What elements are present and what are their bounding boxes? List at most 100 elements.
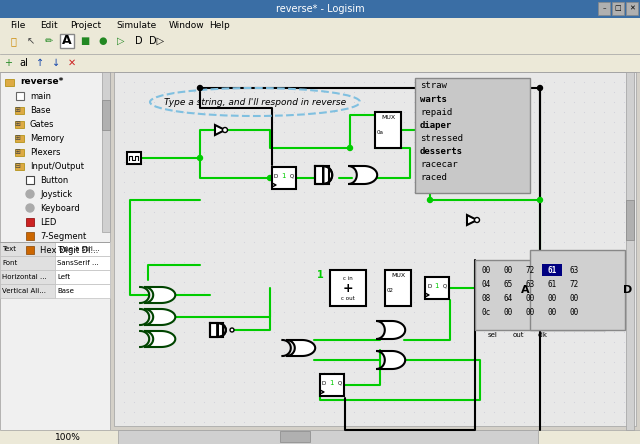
Point bbox=[559, 148, 569, 155]
Point bbox=[299, 168, 309, 175]
Point bbox=[259, 258, 269, 266]
Point bbox=[169, 159, 179, 166]
Point bbox=[589, 79, 599, 86]
Point bbox=[629, 188, 639, 195]
Point bbox=[459, 278, 469, 285]
Point bbox=[249, 369, 259, 376]
Bar bbox=[0, 242, 55, 256]
Point bbox=[379, 338, 389, 345]
Point bbox=[619, 358, 629, 365]
Point bbox=[499, 119, 509, 126]
Point bbox=[489, 289, 499, 296]
Point bbox=[319, 398, 329, 405]
Text: 00: 00 bbox=[504, 308, 513, 317]
Text: 00: 00 bbox=[481, 266, 491, 274]
Point bbox=[519, 369, 529, 376]
Point bbox=[349, 418, 359, 425]
Point bbox=[359, 369, 369, 376]
Text: 00: 00 bbox=[504, 266, 513, 274]
Point bbox=[339, 388, 349, 396]
Point bbox=[259, 269, 269, 276]
Point bbox=[189, 108, 199, 115]
Point bbox=[549, 298, 559, 305]
Point bbox=[399, 358, 409, 365]
Point bbox=[629, 278, 639, 285]
Point bbox=[409, 208, 419, 215]
Point bbox=[169, 309, 179, 316]
Point bbox=[379, 369, 389, 376]
Point bbox=[229, 398, 239, 405]
Point bbox=[269, 139, 279, 146]
Point bbox=[209, 408, 219, 416]
Point bbox=[619, 198, 629, 206]
Point bbox=[569, 188, 579, 195]
Point bbox=[159, 249, 169, 256]
Point bbox=[469, 258, 479, 266]
Point bbox=[499, 349, 509, 356]
Text: Type a string, and I'll respond in reverse: Type a string, and I'll respond in rever… bbox=[164, 98, 346, 107]
Point bbox=[159, 358, 169, 365]
Point bbox=[599, 168, 609, 175]
Point bbox=[289, 88, 299, 95]
Point bbox=[569, 198, 579, 206]
Point bbox=[209, 238, 219, 246]
Point bbox=[449, 338, 459, 345]
Point bbox=[529, 238, 539, 246]
Point bbox=[289, 418, 299, 425]
Point bbox=[399, 289, 409, 296]
Bar bbox=[425, 277, 449, 299]
Point bbox=[549, 108, 559, 115]
Point bbox=[619, 188, 629, 195]
Point bbox=[479, 258, 489, 266]
Point bbox=[229, 338, 239, 345]
Point bbox=[489, 338, 499, 345]
Point bbox=[129, 148, 139, 155]
Point bbox=[509, 278, 519, 285]
Point bbox=[439, 198, 449, 206]
Point bbox=[439, 188, 449, 195]
Point bbox=[599, 378, 609, 385]
Point bbox=[469, 289, 479, 296]
Point bbox=[499, 208, 509, 215]
Point bbox=[279, 229, 289, 236]
Point bbox=[479, 79, 489, 86]
Point bbox=[499, 408, 509, 416]
Point bbox=[529, 128, 539, 135]
Point bbox=[319, 418, 329, 425]
Text: 1: 1 bbox=[317, 270, 323, 280]
Text: c in: c in bbox=[343, 275, 353, 281]
Point bbox=[369, 148, 379, 155]
Point bbox=[459, 178, 469, 186]
Point bbox=[519, 298, 529, 305]
Point bbox=[519, 418, 529, 425]
Bar bbox=[0, 32, 640, 54]
Point bbox=[309, 329, 319, 336]
Point bbox=[539, 128, 549, 135]
Point bbox=[549, 159, 559, 166]
Point bbox=[309, 79, 319, 86]
Point bbox=[159, 188, 169, 195]
Point bbox=[469, 418, 479, 425]
Point bbox=[359, 148, 369, 155]
Point bbox=[199, 88, 209, 95]
Point bbox=[619, 128, 629, 135]
Point bbox=[489, 369, 499, 376]
Point bbox=[599, 329, 609, 336]
Point bbox=[379, 218, 389, 226]
Point bbox=[439, 168, 449, 175]
Point bbox=[579, 208, 589, 215]
Point bbox=[569, 418, 579, 425]
Point bbox=[239, 309, 249, 316]
Point bbox=[459, 229, 469, 236]
Point bbox=[349, 408, 359, 416]
Point bbox=[619, 278, 629, 285]
Point bbox=[139, 88, 149, 95]
Point bbox=[509, 358, 519, 365]
Point bbox=[269, 159, 279, 166]
Point bbox=[329, 148, 339, 155]
Point bbox=[229, 168, 239, 175]
Point bbox=[539, 289, 549, 296]
Bar bbox=[60, 34, 74, 48]
Point bbox=[309, 309, 319, 316]
Point bbox=[359, 309, 369, 316]
